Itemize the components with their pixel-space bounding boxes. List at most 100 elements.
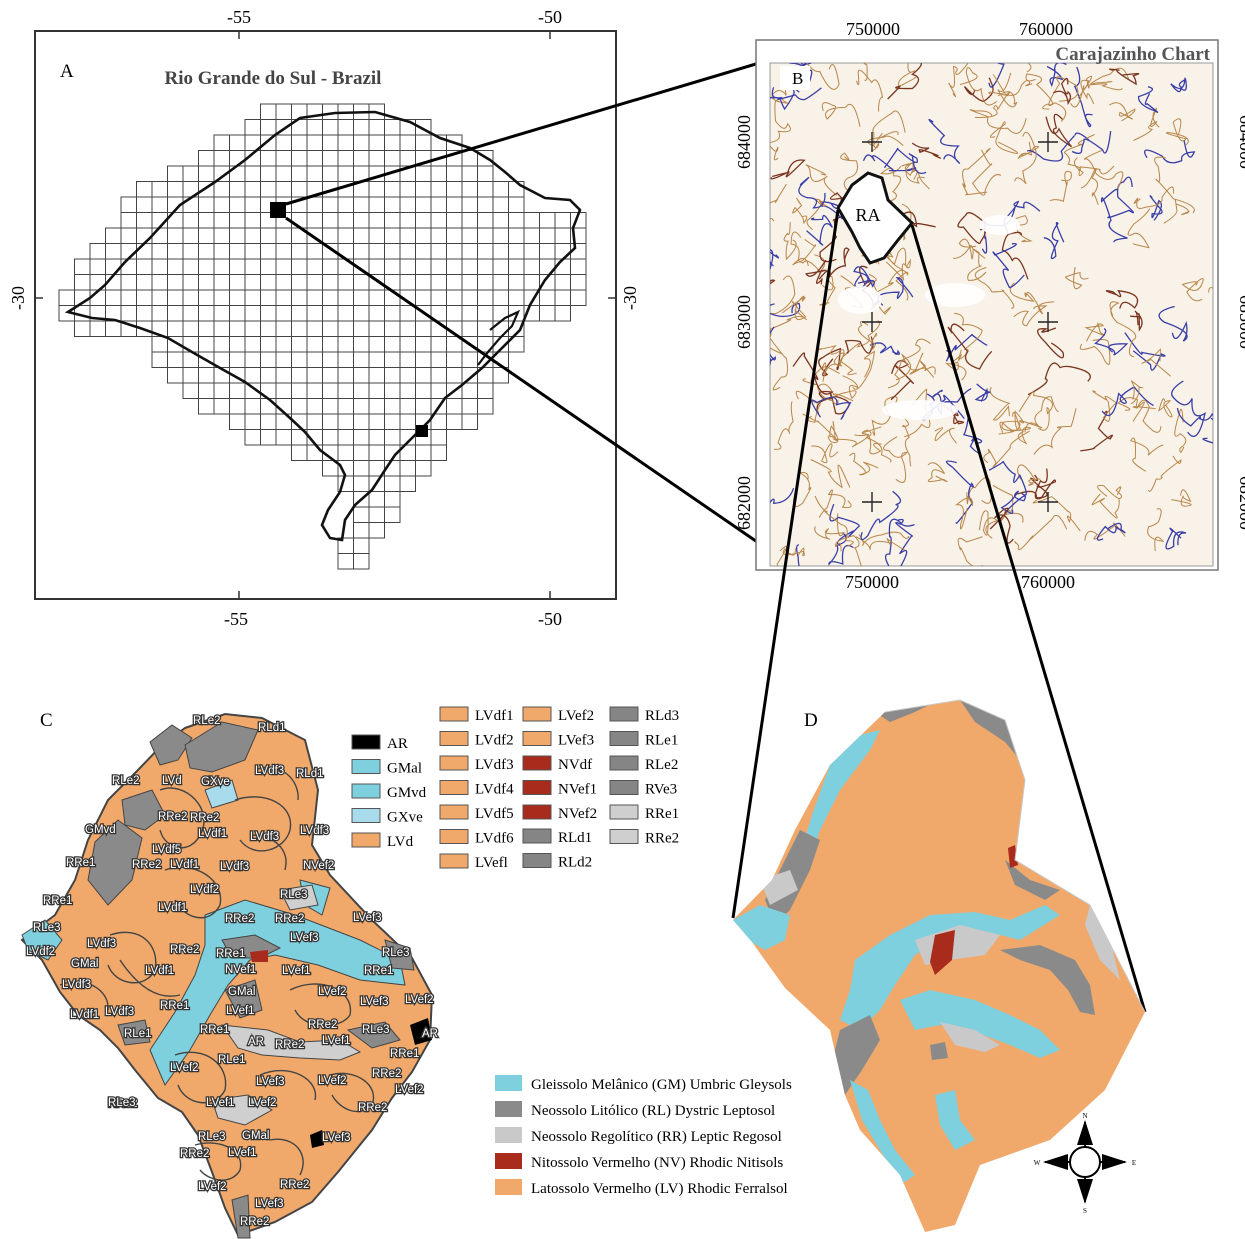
grid-cell [539,227,556,244]
grid-cell [399,227,416,244]
grid-cell [368,289,385,306]
contour-line [1017,141,1039,160]
contour-line [1133,186,1175,210]
grid-cell [244,305,261,322]
stream-line [1000,490,1027,514]
contour-line [1165,118,1189,146]
grid-cell [415,398,432,415]
grid-cell [337,398,354,415]
map-label: LVdf3 [220,861,249,873]
grid-cell [167,351,184,368]
grid-cell [415,134,432,151]
contour-line [776,545,788,566]
grid-cell [213,336,230,353]
grid-cell [477,227,494,244]
contour-line [989,121,1019,154]
grid-cell [461,165,478,182]
grid-cell [415,336,432,353]
grid-cell [353,351,370,368]
contour-line [1147,508,1165,552]
grid-cell [384,196,401,213]
grid-cell [213,181,230,198]
contour-line [948,63,969,98]
contour-line [821,102,861,127]
map-label: LVef2 [318,1075,347,1087]
grid-cell [368,491,385,508]
grid-cell [182,258,199,275]
grid-cell [167,320,184,337]
map-label: RLe3 [108,1097,136,1109]
grid-cell [539,289,556,306]
grid-cell [213,258,230,275]
panel-c: C [20,706,679,1239]
panel-d-letter: D [804,710,818,731]
grid-cell [151,243,168,260]
contour-line [1171,489,1192,507]
contour-line [871,110,906,152]
x-bottom-750000: 750000 [845,572,899,592]
contour-line [1024,396,1059,433]
legend-swatch [495,1153,522,1169]
grid-cell [260,274,277,291]
map-label: RLe1 [124,1028,152,1040]
grid-cell [368,243,385,260]
grid-cell [477,165,494,182]
grid-cell [229,150,246,167]
grid-cell [213,398,230,415]
contour-line [957,212,987,244]
grid-cell [492,181,509,198]
grid-cell [182,367,199,384]
contour-line [887,338,931,389]
grid-cell [74,320,91,337]
map-label: LVdf5 [152,844,181,856]
map-label: LVef3 [256,1076,285,1088]
grid-cell [213,320,230,337]
legend-swatch [351,808,381,823]
legend-swatch [609,780,639,795]
grid-cell [136,274,153,291]
map-label: LVdf3 [255,765,284,777]
contour-line [770,309,808,330]
contour-line [895,352,924,381]
contour-line [978,510,999,539]
grid-cell [492,305,509,322]
grid-cell [446,227,463,244]
grid-cell [415,196,432,213]
grid-cell [570,258,587,275]
map-label: GMal [228,986,255,998]
grid-cell [461,258,478,275]
grid-cell [182,227,199,244]
grid-cell [120,212,137,229]
lat-left-30: -30 [8,286,28,310]
map-label: LVef2 [395,1084,424,1096]
contour-line [1064,134,1095,171]
grid-cell [213,274,230,291]
grid-cell [260,398,277,415]
map-label: RRe2 [132,859,161,871]
grid-cell [477,212,494,229]
grid-cell [492,274,509,291]
contour-line [1001,231,1029,280]
map-label: LVef1 [206,1097,235,1109]
legend-swatch [609,829,639,844]
grid-cell [198,336,215,353]
contour-line [818,344,845,382]
grid-cell [322,165,339,182]
legend-label: Gleissolo Melânico (GM) Umbric Gleysols [531,1077,792,1093]
grid-cell [384,429,401,446]
grid-cell [368,413,385,430]
grid-cell [167,289,184,306]
contour-line [1181,278,1204,302]
grid-cell [399,320,416,337]
panel-b-title: Carajazinho Chart [1055,44,1210,65]
map-label: LVdf2 [190,884,219,896]
grid-cell [539,243,556,260]
contour-line [802,413,869,448]
map-label: RLe3 [198,1131,226,1143]
grid-cell [275,134,292,151]
lat-right-30: -30 [620,286,640,310]
grid-cell [275,181,292,198]
grid-cell [244,289,261,306]
legend-swatch [439,780,469,795]
grid-cell [415,181,432,198]
